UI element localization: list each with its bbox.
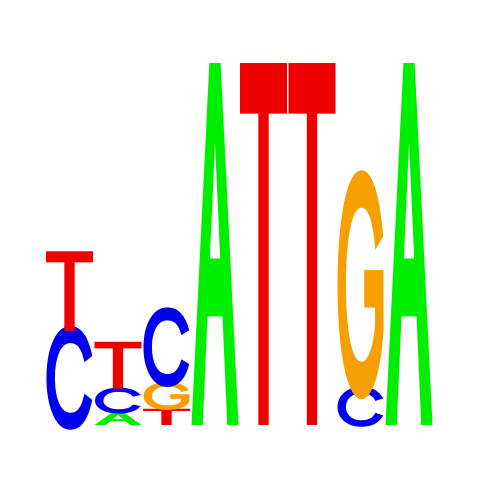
letter-t-glyph bbox=[143, 408, 190, 425]
letter-c-glyph bbox=[46, 326, 93, 430]
logo-column-3 bbox=[143, 307, 190, 425]
logo-stacks bbox=[46, 63, 433, 430]
letter-t-glyph bbox=[240, 63, 287, 425]
letter-g-glyph bbox=[337, 170, 384, 400]
letter-a-glyph bbox=[191, 63, 239, 425]
logo-column-4 bbox=[191, 63, 239, 425]
logo-column-8 bbox=[385, 63, 433, 425]
letter-t-glyph bbox=[94, 341, 142, 389]
letter-c-glyph bbox=[94, 387, 141, 414]
letter-a-glyph bbox=[94, 412, 142, 425]
logo-column-7 bbox=[337, 170, 384, 427]
letter-a-glyph bbox=[385, 63, 433, 425]
logo-column-5 bbox=[240, 63, 287, 425]
letter-t-glyph bbox=[46, 251, 93, 331]
logo-column-2 bbox=[94, 341, 142, 425]
logo-column-1 bbox=[46, 251, 93, 430]
letter-g-glyph bbox=[143, 382, 190, 410]
letter-t-glyph bbox=[288, 63, 336, 425]
logo-column-6 bbox=[288, 63, 336, 425]
letter-c-glyph bbox=[143, 307, 190, 387]
